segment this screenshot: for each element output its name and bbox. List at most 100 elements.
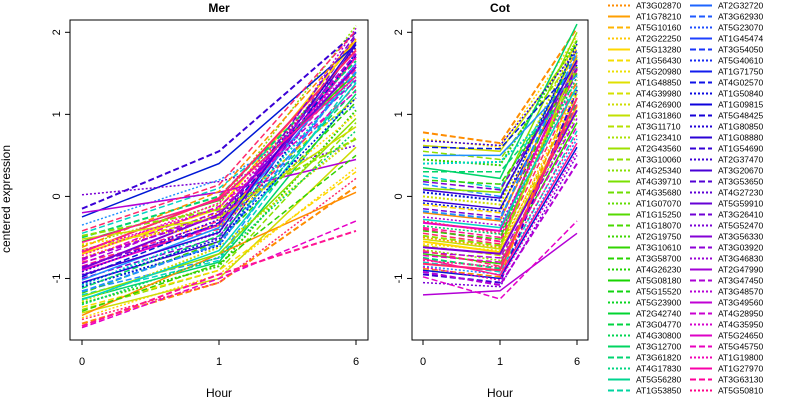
legend-label: AT4G35950 <box>718 320 763 330</box>
legend: AT3G02870AT1G78210AT5G10160AT2G22250AT5G… <box>608 1 763 396</box>
series-line <box>81 74 357 286</box>
legend-label: AT1G23410 <box>636 133 681 143</box>
series-line <box>81 58 357 257</box>
y-tick-label: -1 <box>51 274 63 284</box>
y-tick-label: 0 <box>393 193 405 199</box>
panel-mer: Mer -1 0 1 2 0 1 6 Hour <box>51 1 369 400</box>
legend-label: AT1G45474 <box>718 34 763 44</box>
legend-label: AT3G62930 <box>718 12 763 22</box>
x-tick-label: 6 <box>574 356 580 368</box>
legend-label: AT1G48850 <box>636 78 681 88</box>
legend-label: AT2G37470 <box>718 155 763 165</box>
legend-label: AT4G17830 <box>636 364 681 374</box>
legend-label: AT5G45750 <box>718 342 763 352</box>
legend-label: AT5G23900 <box>636 298 681 308</box>
legend-label: AT1G71750 <box>718 67 763 77</box>
series-line <box>81 33 357 268</box>
series-line <box>423 82 578 173</box>
legend-label: AT5G13280 <box>636 45 681 55</box>
legend-label: AT4G27230 <box>718 188 763 198</box>
legend-label: AT2G47990 <box>718 265 763 275</box>
series-line <box>81 82 357 301</box>
legend-label: AT3G03920 <box>718 243 763 253</box>
legend-label: AT1G53850 <box>636 386 681 396</box>
y-axis: -1 0 1 2 <box>393 29 412 283</box>
legend-label: AT5G40610 <box>718 56 763 66</box>
series-line <box>81 126 357 240</box>
y-axis: -1 0 1 2 <box>51 29 70 283</box>
legend-label: AT5G48425 <box>718 111 763 121</box>
series-line <box>422 86 578 229</box>
series-line <box>422 43 578 213</box>
legend-label: AT3G47450 <box>718 276 763 286</box>
series-line <box>81 56 357 272</box>
legend-label: AT3G11710 <box>636 122 681 132</box>
legend-label: AT5G10160 <box>636 23 681 33</box>
series-line <box>81 80 357 235</box>
series-line <box>81 71 357 293</box>
y-tick-label: 2 <box>51 29 63 35</box>
legend-label: AT3G56330 <box>718 232 763 242</box>
series-line <box>422 79 578 278</box>
x-tick-label: 0 <box>420 356 426 368</box>
legend-label: AT3G02870 <box>636 1 681 11</box>
legend-label: AT4G25340 <box>636 166 681 176</box>
legend-label: AT4G35680 <box>636 188 681 198</box>
series-line <box>81 130 357 306</box>
series-line <box>422 146 578 280</box>
legend-label: AT1G80850 <box>718 122 763 132</box>
legend-label: AT4G39710 <box>636 177 681 187</box>
legend-label: AT4G26900 <box>636 100 681 110</box>
legend-label: AT3G04770 <box>636 320 681 330</box>
legend-label: AT3G63130 <box>718 375 763 385</box>
legend-label: AT3G53650 <box>718 177 763 187</box>
series-line <box>81 76 357 244</box>
x-tick-label: 1 <box>497 356 503 368</box>
legend-label: AT3G48570 <box>718 287 763 297</box>
legend-label: AT3G46830 <box>718 254 763 264</box>
legend-label: AT2G43560 <box>636 144 681 154</box>
series-line <box>81 136 357 303</box>
legend-label: AT1G18070 <box>636 221 681 231</box>
series-line <box>422 89 578 284</box>
series-line <box>422 31 578 194</box>
legend-label: AT4G26230 <box>636 265 681 275</box>
series-line <box>422 155 578 288</box>
legend-label: AT5G56280 <box>636 375 681 385</box>
legend-label: AT5G50810 <box>718 386 763 396</box>
legend-label: AT1G08880 <box>718 133 763 143</box>
x-tick-label: 6 <box>353 356 359 368</box>
legend-label: AT5G24650 <box>718 331 763 341</box>
legend-label: AT5G20980 <box>636 67 681 77</box>
legend-label: AT1G54690 <box>718 144 763 154</box>
series-line <box>422 38 578 206</box>
series-line <box>422 60 578 232</box>
legend-label: AT1G50840 <box>718 89 763 99</box>
legend-label: AT5G52470 <box>718 221 763 231</box>
legend-label: AT5G23070 <box>718 23 763 33</box>
panel-title: Mer <box>208 1 230 15</box>
legend-label: AT3G54050 <box>718 45 763 55</box>
series-line <box>81 138 357 237</box>
series-line <box>81 105 357 226</box>
series-line <box>81 44 357 218</box>
series-line <box>422 90 578 165</box>
legend-label: AT2G19750 <box>636 232 681 242</box>
legend-label: AT5G15520 <box>636 287 681 297</box>
y-tick-label: 2 <box>393 29 405 35</box>
series-line <box>422 118 578 259</box>
series-layer <box>422 23 578 300</box>
legend-label: AT2G42740 <box>636 309 681 319</box>
series-line <box>81 229 357 328</box>
series-line <box>81 25 357 247</box>
series-line <box>422 89 578 252</box>
y-tick-label: 1 <box>393 111 405 117</box>
series-line <box>422 59 578 199</box>
legend-label: AT5G59910 <box>718 199 763 209</box>
series-line <box>81 122 357 311</box>
legend-label: AT2G32720 <box>718 1 763 11</box>
plot-frame <box>411 19 589 341</box>
series-line <box>422 35 578 148</box>
series-line <box>422 76 578 236</box>
